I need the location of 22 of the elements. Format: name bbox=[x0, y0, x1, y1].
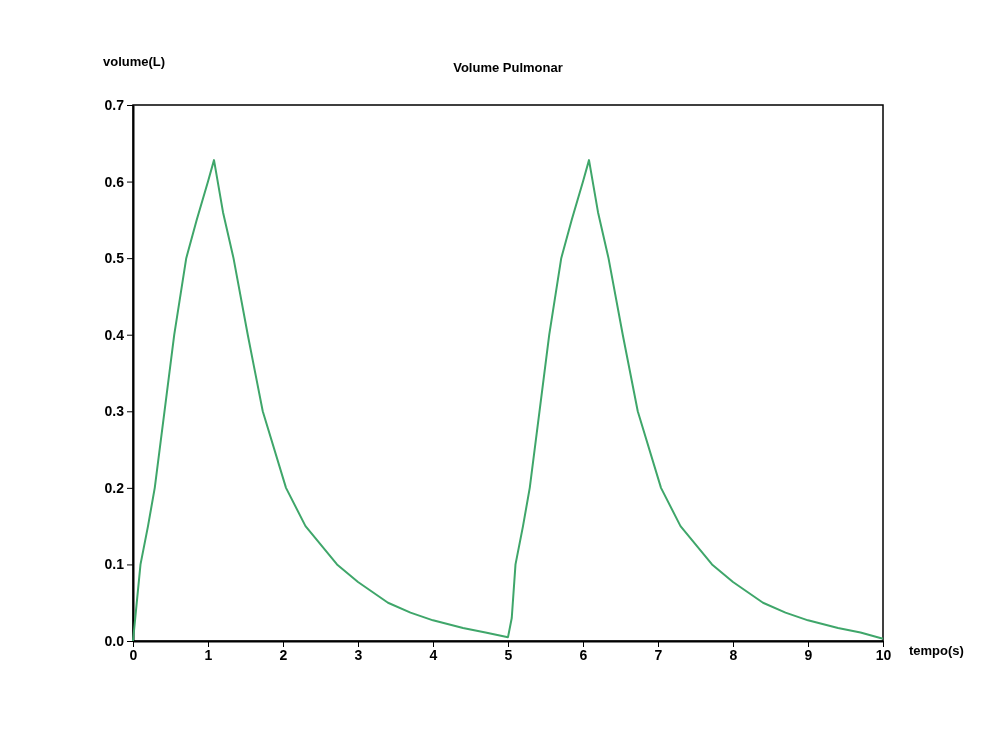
x-tick-label: 6 bbox=[579, 646, 588, 663]
x-axis-title: tempo(s) bbox=[909, 643, 964, 658]
y-tick-label: 0.7 bbox=[104, 96, 125, 113]
x-tick-label: 3 bbox=[354, 646, 363, 663]
x-tick-label: 7 bbox=[654, 646, 663, 663]
x-tick-label: 5 bbox=[504, 646, 513, 663]
x-tick-label: 2 bbox=[279, 646, 288, 663]
x-tick-label: 4 bbox=[429, 646, 438, 663]
y-axis-title: volume(L) bbox=[103, 54, 166, 69]
y-tick-label: 0.1 bbox=[104, 556, 125, 573]
chart-title: Volume Pulmonar bbox=[453, 60, 563, 75]
x-tick-label: 10 bbox=[875, 646, 892, 663]
y-tick-label: 0.6 bbox=[104, 173, 125, 190]
x-tick-label: 9 bbox=[804, 646, 813, 663]
y-tick-label: 0.2 bbox=[104, 479, 125, 496]
y-tick-label: 0.3 bbox=[104, 403, 125, 420]
x-tick-label: 8 bbox=[729, 646, 738, 663]
x-tick-label: 1 bbox=[204, 646, 213, 663]
y-tick-label: 0.5 bbox=[104, 250, 125, 267]
y-tick-label: 0.0 bbox=[104, 632, 125, 649]
x-tick-label: 0 bbox=[129, 646, 138, 663]
y-tick-label: 0.4 bbox=[104, 326, 125, 343]
